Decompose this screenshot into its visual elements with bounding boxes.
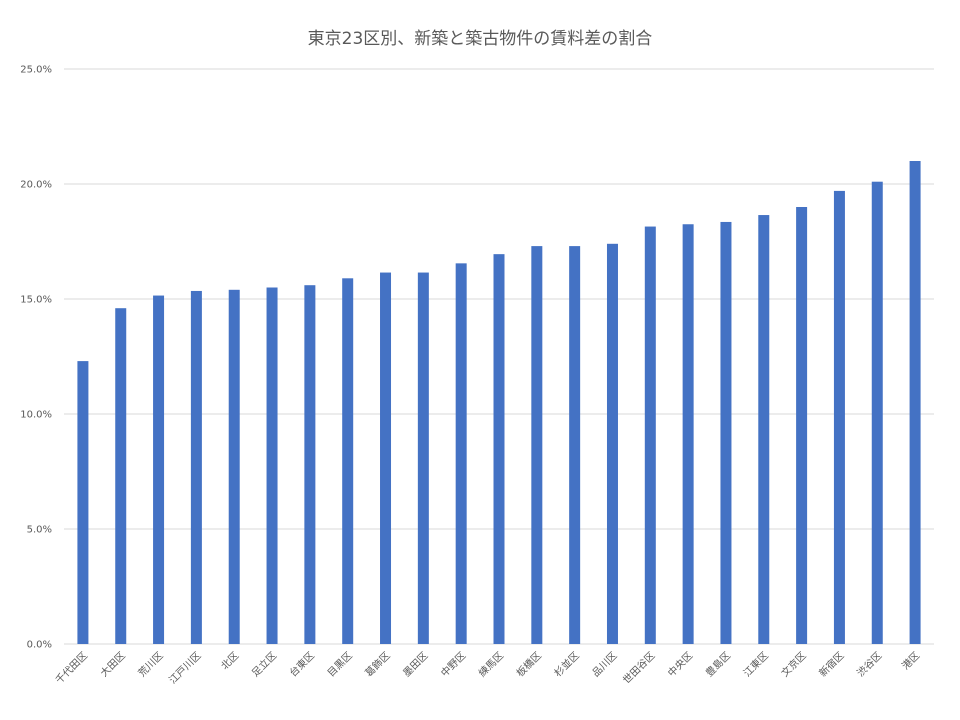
bar <box>380 272 392 644</box>
bar <box>190 290 202 644</box>
y-tick-label: 20.0% <box>20 180 52 191</box>
bar <box>417 272 429 644</box>
x-tick-label: 江戸川区 <box>167 650 204 687</box>
x-tick-label: 豊島区 <box>703 649 733 679</box>
bar <box>833 190 845 644</box>
bar <box>871 181 883 644</box>
bars <box>77 161 921 645</box>
bar <box>153 295 165 644</box>
bar <box>228 289 240 644</box>
x-tick-label: 文京区 <box>778 649 808 679</box>
bar <box>796 207 808 644</box>
bar <box>455 263 467 644</box>
bar <box>77 361 89 644</box>
bar <box>606 243 618 645</box>
x-tick-label: 北区 <box>219 650 242 673</box>
x-tick-label: 杉並区 <box>551 649 581 679</box>
x-tick-label: 葛飾区 <box>362 649 392 679</box>
x-tick-label: 世田谷区 <box>621 650 658 687</box>
bar <box>644 226 656 645</box>
bar <box>682 224 694 644</box>
bar <box>720 221 732 644</box>
bar <box>342 278 354 644</box>
x-tick-label: 江東区 <box>740 649 770 679</box>
x-tick-label: 中野区 <box>438 649 468 679</box>
x-tick-label: 港区 <box>900 650 923 673</box>
x-tick-label: 台東区 <box>287 649 317 679</box>
x-tick-label: 千代田区 <box>53 650 90 687</box>
y-tick-label: 0.0% <box>27 640 52 651</box>
y-tick-label: 10.0% <box>20 410 52 421</box>
x-tick-label: 練馬区 <box>476 649 506 679</box>
bar <box>115 308 127 644</box>
x-tick-label: 中央区 <box>665 649 695 679</box>
x-tick-label: 足立区 <box>249 649 279 679</box>
bar <box>909 161 921 644</box>
bar <box>758 215 770 645</box>
chart-title: 東京23区別、新築と築古物件の賃料差の割合 <box>307 29 653 49</box>
x-tick-label: 墨田区 <box>401 650 431 680</box>
bar <box>304 285 316 644</box>
y-axis-ticks: 0.0% 5.0% 10.0% 15.0% 20.0% 25.0% <box>20 65 52 651</box>
x-tick-label: 大田区 <box>97 649 127 679</box>
x-axis-ticks: 千代田区 大田区 荒川区 江戸川区 北区 足立区 台東区 目黒区 葛飾区 墨田区 中野区 練馬区 板橋区… <box>53 649 922 686</box>
bar <box>569 246 581 644</box>
bar <box>266 287 278 644</box>
y-tick-label: 15.0% <box>20 295 52 306</box>
x-tick-label: 新宿区 <box>816 649 846 679</box>
x-tick-label: 目黒区 <box>325 650 355 680</box>
x-tick-label: 荒川区 <box>136 650 166 680</box>
y-tick-label: 25.0% <box>20 65 52 76</box>
x-tick-label: 板橋区 <box>514 649 544 679</box>
y-tick-label: 5.0% <box>27 525 52 536</box>
bar <box>493 254 505 644</box>
bar <box>531 246 543 644</box>
x-tick-label: 渋谷区 <box>854 649 884 679</box>
x-tick-label: 品川区 <box>590 650 620 680</box>
